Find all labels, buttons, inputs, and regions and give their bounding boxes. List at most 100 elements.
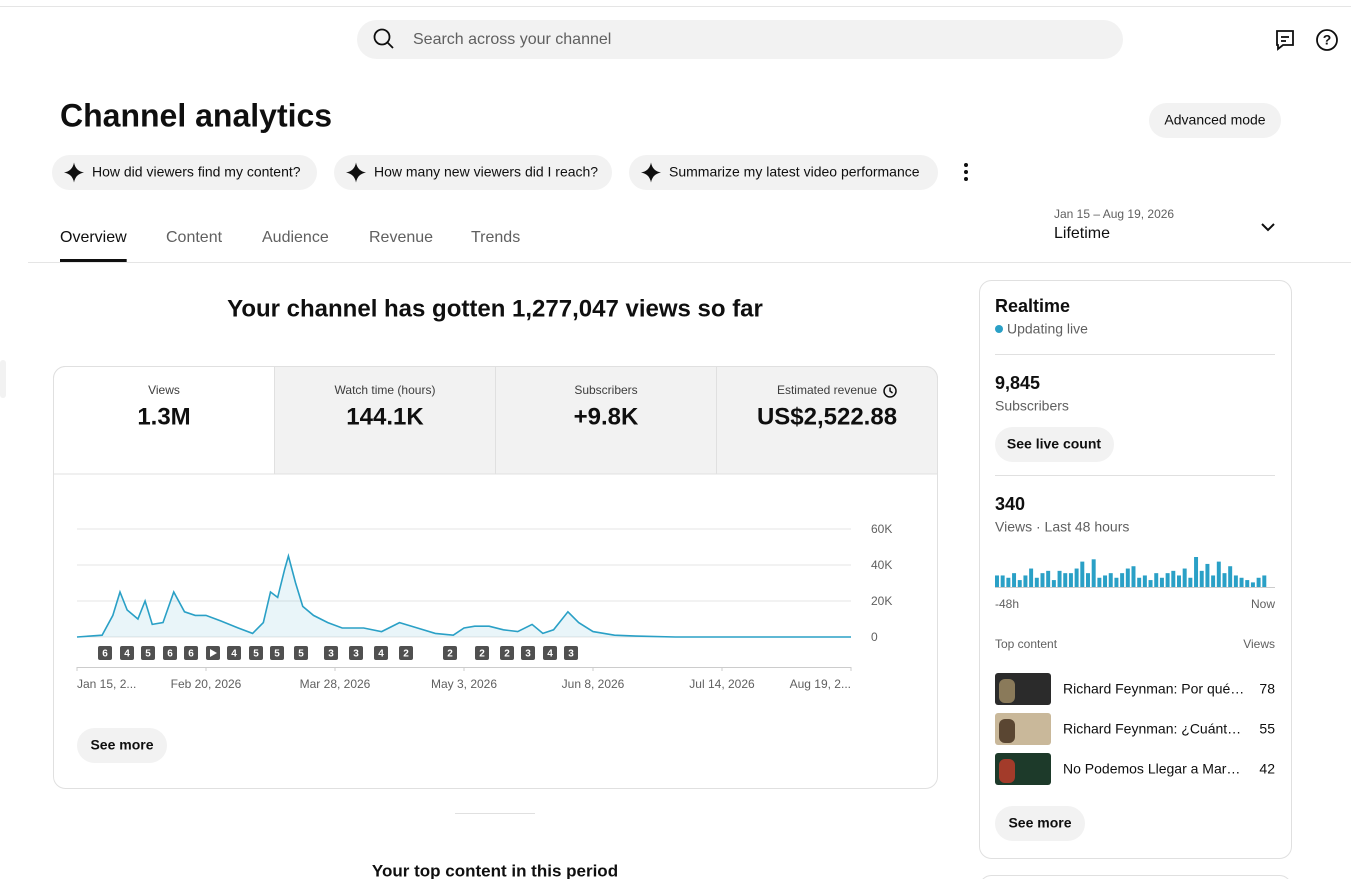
video-marker[interactable] [475,646,489,660]
bar [1228,566,1233,587]
bar [1029,568,1034,587]
video-title[interactable]: No Podemos Llegar a Mar… [1063,761,1240,777]
more-icon[interactable] [964,163,968,181]
metric-value: +9.8K [574,403,639,430]
tab[interactable]: Trends [471,229,520,246]
video-marker[interactable] [163,646,177,660]
dropdown-chevron[interactable] [1261,223,1275,232]
bar [1171,570,1176,587]
bar [1137,577,1142,587]
video-marker[interactable] [249,646,263,660]
bar [1051,580,1056,587]
thumbnail-figure [999,759,1015,783]
marker-label: 2 [403,649,409,660]
prompt-label: How many new viewers did I reach? [374,164,598,180]
live-count-label: See live count [1007,436,1101,452]
bar [1057,570,1062,587]
video-marker[interactable] [564,646,578,660]
svg-text:?: ? [1323,32,1332,48]
metric-value: 1.3M [137,403,190,430]
prompt-chip[interactable] [629,155,938,190]
date-range-label[interactable]: Lifetime [1054,225,1110,242]
marker-label: 3 [328,649,334,660]
marker-label: 5 [253,649,259,660]
search-icon [386,41,394,49]
video-marker[interactable] [120,646,134,660]
tab[interactable]: Content [166,229,223,246]
y-tick-label: 60K [871,522,892,536]
video-marker[interactable] [98,646,112,660]
video-views: 55 [1259,721,1275,737]
bar [1154,573,1159,587]
subscriber-count: 9,845 [995,373,1040,393]
tab[interactable]: Audience [262,229,329,246]
video-marker[interactable] [374,646,388,660]
realtime-title: Realtime [995,296,1070,316]
video-views: 42 [1259,761,1275,777]
next-card [982,875,1289,879]
clock-icon [889,387,893,394]
video-marker[interactable] [399,646,413,660]
search-field[interactable] [357,20,1123,59]
metric-tab[interactable] [716,366,938,475]
video-marker[interactable] [543,646,557,660]
video-marker[interactable] [227,646,241,660]
video-marker[interactable] [270,646,284,660]
video-marker[interactable] [184,646,198,660]
views-label: Views · Last 48 hours [995,519,1129,535]
marker-label: 4 [547,649,553,660]
bar [1131,566,1136,587]
search-box[interactable]: Search across your channel [357,20,1123,59]
prompt-chip[interactable] [52,155,317,190]
marker-label: 3 [568,649,574,660]
video-marker[interactable] [294,646,308,660]
realtime-end: Now [1251,597,1275,611]
see-more-label: See more [90,737,153,753]
section-heading: Your top content in this period [372,861,618,879]
metric-value: 144.1K [346,403,424,430]
bar [1216,561,1221,587]
marker-label: 4 [231,649,237,660]
live-count-button[interactable] [995,427,1114,462]
marker-label: 2 [479,649,485,660]
marker-label: 5 [298,649,304,660]
advanced-mode-label: Advanced mode [1164,112,1265,128]
bar [1222,573,1227,587]
marker-label: 6 [188,649,194,660]
prompt-chip[interactable] [334,155,612,190]
bar [1040,573,1045,587]
video-marker[interactable] [141,646,155,660]
y-tick-label: 40K [871,558,892,572]
marker-label: 6 [102,649,108,660]
tab[interactable]: Revenue [369,229,433,246]
video-marker[interactable] [521,646,535,660]
marker-label: 5 [145,649,151,660]
metric-label: Subscribers [574,383,637,397]
video-marker[interactable] [324,646,338,660]
marker-label: 2 [504,649,510,660]
y-tick-label: 0 [871,630,878,644]
metric-label: Views [148,383,180,397]
video-title[interactable]: Richard Feynman: Por qué… [1063,681,1244,697]
x-tick-label: Jan 15, 2... [77,677,136,691]
see-more-button[interactable] [77,728,167,763]
prompt-label: Summarize my latest video performance [669,164,920,180]
see-more-button[interactable] [995,806,1085,841]
x-tick-label: Feb 20, 2026 [171,677,242,691]
video-marker[interactable] [443,646,457,660]
video-title[interactable]: Richard Feynman: ¿Cuánt… [1063,721,1241,737]
search-placeholder: Search across your channel [413,31,611,48]
metric-tab[interactable] [53,366,275,475]
feedback-icon[interactable] [1276,30,1294,51]
help-icon[interactable]: ? [1316,29,1338,51]
date-range: Jan 15 – Aug 19, 2026 [1054,207,1174,221]
advanced-mode-button[interactable] [1149,103,1281,138]
tab[interactable]: Overview [60,229,127,246]
sparkle-icon [346,162,366,183]
see-more-label: See more [1008,815,1071,831]
video-marker[interactable] [500,646,514,660]
bar [1125,568,1130,587]
video-marker[interactable] [349,646,363,660]
bar [1211,575,1216,587]
